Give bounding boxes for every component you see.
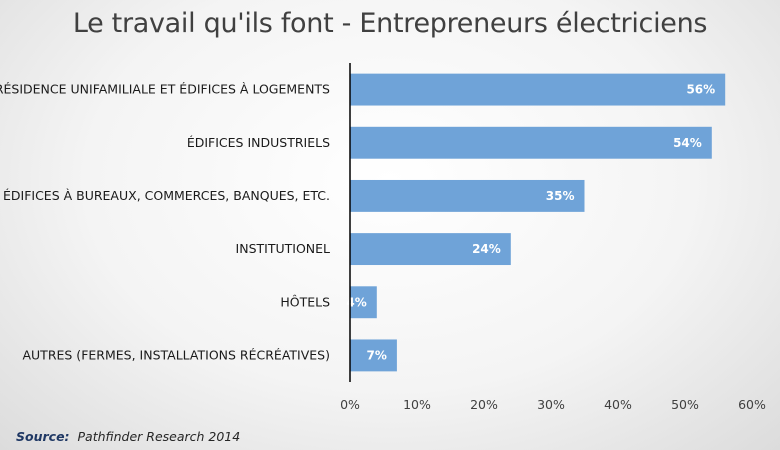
- chart-title: Le travail qu'ils font - Entrepreneurs é…: [72, 8, 708, 39]
- x-tick-label-5: 50%: [671, 397, 699, 412]
- data-label-1: 54%: [673, 136, 702, 150]
- data-label-4: 4%: [346, 295, 366, 309]
- data-label-5: 7%: [367, 348, 387, 362]
- x-tick-label-3: 30%: [537, 397, 565, 412]
- source-text: Pathfinder Research 2014: [77, 429, 241, 444]
- data-label-0: 56%: [686, 83, 715, 97]
- category-label-4: HÔTELS: [280, 294, 330, 309]
- x-tick-label-0: 0%: [340, 397, 360, 412]
- bar-5: [350, 339, 397, 372]
- x-tick-label-1: 10%: [403, 397, 431, 412]
- category-label-3: INSTITUTIONEL: [236, 241, 330, 256]
- data-label-2: 35%: [546, 189, 575, 203]
- x-tick-label-2: 20%: [470, 397, 498, 412]
- x-tick-label-6: 60%: [738, 397, 766, 412]
- category-label-5: AUTRES (FERMES, INSTALLATIONS RÉCRÉATIVE…: [22, 347, 330, 362]
- x-tick-label-4: 40%: [604, 397, 632, 412]
- bar-1: [350, 126, 712, 159]
- category-label-2: ÉDIFICES À BUREAUX, COMMERCES, BANQUES, …: [3, 188, 330, 203]
- source-label: Source:: [16, 429, 70, 444]
- bar-2: [350, 179, 585, 212]
- bar-4: [350, 286, 377, 319]
- bar-0: [350, 73, 726, 106]
- category-label-1: ÉDIFICES INDUSTRIELS: [187, 135, 330, 150]
- data-label-3: 24%: [472, 242, 501, 256]
- category-label-0: RÉSIDENCE UNIFAMILIALE ET ÉDIFICES À LOG…: [0, 82, 330, 97]
- bar-3: [350, 233, 511, 266]
- source-note: Source: Pathfinder Research 2014: [16, 429, 240, 444]
